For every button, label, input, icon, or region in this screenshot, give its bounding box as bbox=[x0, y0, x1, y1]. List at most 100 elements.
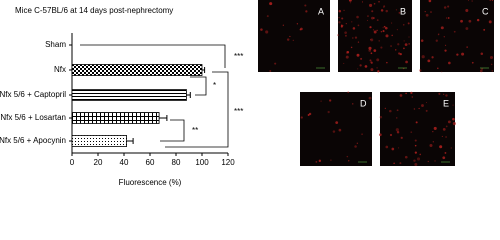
speckle bbox=[418, 107, 420, 110]
speckle bbox=[376, 67, 378, 69]
panel-label: C bbox=[482, 6, 489, 16]
speckle bbox=[354, 145, 357, 148]
speckle bbox=[345, 55, 349, 59]
speckle bbox=[491, 70, 494, 72]
y-tick-label: Nfx 5/6 + Captopril bbox=[0, 90, 66, 99]
speckle bbox=[460, 19, 463, 23]
speckle bbox=[431, 56, 434, 59]
speckle bbox=[357, 24, 360, 27]
bar bbox=[71, 135, 127, 147]
panel-label: B bbox=[400, 6, 406, 16]
speckle bbox=[443, 36, 445, 38]
speckle bbox=[420, 39, 424, 42]
x-tick-label: 60 bbox=[146, 158, 155, 167]
speckle bbox=[434, 160, 436, 162]
speckle bbox=[445, 136, 447, 138]
speckle bbox=[471, 0, 473, 2]
speckle bbox=[348, 0, 352, 2]
speckle bbox=[364, 65, 368, 68]
speckle bbox=[332, 130, 336, 133]
speckle bbox=[369, 59, 372, 62]
speckle bbox=[370, 39, 372, 41]
speckle bbox=[452, 117, 455, 121]
x-tick-label: 0 bbox=[70, 158, 75, 167]
speckle bbox=[489, 0, 492, 1]
speckle bbox=[488, 20, 492, 24]
speckle bbox=[351, 21, 353, 23]
speckle bbox=[437, 34, 439, 36]
speckle bbox=[352, 103, 354, 105]
speckle bbox=[338, 128, 342, 132]
error-bar bbox=[186, 92, 191, 98]
speckle bbox=[260, 28, 263, 31]
speckle bbox=[445, 94, 448, 97]
significance-label: ** bbox=[192, 126, 198, 135]
speckle bbox=[330, 159, 332, 161]
x-axis-label: Fluorescence (%) bbox=[119, 178, 182, 187]
speckle bbox=[300, 27, 303, 31]
speckle bbox=[371, 16, 374, 20]
speckle bbox=[425, 13, 429, 17]
speckle bbox=[370, 61, 373, 64]
speckle bbox=[351, 37, 354, 39]
speckle bbox=[346, 155, 349, 158]
speckle bbox=[461, 52, 465, 56]
speckle bbox=[357, 41, 360, 43]
speckle bbox=[489, 55, 494, 60]
speckle bbox=[357, 68, 359, 70]
speckle bbox=[403, 40, 405, 42]
speckle bbox=[452, 122, 456, 126]
speckle bbox=[380, 9, 384, 12]
speckle bbox=[397, 43, 400, 46]
speckle bbox=[419, 69, 422, 72]
speckle bbox=[371, 10, 374, 13]
bar bbox=[71, 112, 160, 124]
speckle bbox=[300, 116, 303, 119]
speckle bbox=[413, 159, 416, 162]
y-tick-label: Nfx 5/6 + Losartan bbox=[0, 113, 66, 122]
speckle bbox=[400, 136, 403, 139]
speckle bbox=[373, 2, 376, 5]
speckle bbox=[432, 131, 434, 133]
micrograph bbox=[300, 92, 372, 166]
micrograph bbox=[420, 0, 494, 72]
speckle bbox=[389, 133, 393, 137]
speckle bbox=[341, 17, 344, 20]
speckle bbox=[491, 0, 494, 1]
bar bbox=[71, 64, 203, 76]
significance-bracket bbox=[190, 76, 207, 96]
speckle bbox=[433, 126, 437, 130]
speckle bbox=[415, 121, 418, 124]
speckle bbox=[389, 109, 392, 113]
speckle bbox=[390, 45, 392, 47]
speckle bbox=[376, 58, 380, 62]
speckle bbox=[282, 24, 284, 26]
speckle bbox=[343, 9, 345, 12]
speckle bbox=[399, 162, 402, 165]
speckle bbox=[384, 107, 387, 110]
speckle bbox=[432, 141, 434, 143]
y-tick-label: Nfx bbox=[54, 65, 66, 74]
x-tick-label: 100 bbox=[195, 158, 209, 167]
speckle bbox=[453, 30, 456, 33]
speckle bbox=[424, 11, 426, 13]
micrograph bbox=[258, 0, 330, 72]
speckle bbox=[410, 131, 413, 133]
speckle bbox=[425, 102, 427, 104]
speckle bbox=[410, 91, 413, 94]
panel-label: A bbox=[318, 6, 324, 16]
speckle bbox=[444, 49, 447, 52]
speckle bbox=[391, 34, 393, 37]
speckle bbox=[356, 53, 360, 57]
speckle bbox=[404, 43, 408, 46]
speckle bbox=[447, 5, 450, 8]
speckle bbox=[308, 112, 312, 116]
speckle bbox=[476, 18, 480, 22]
speckle bbox=[435, 39, 438, 42]
speckle bbox=[344, 31, 347, 34]
speckle bbox=[368, 96, 372, 100]
speckle bbox=[450, 147, 452, 149]
speckle bbox=[396, 29, 398, 31]
speckle bbox=[403, 47, 405, 50]
speckle bbox=[438, 33, 440, 35]
